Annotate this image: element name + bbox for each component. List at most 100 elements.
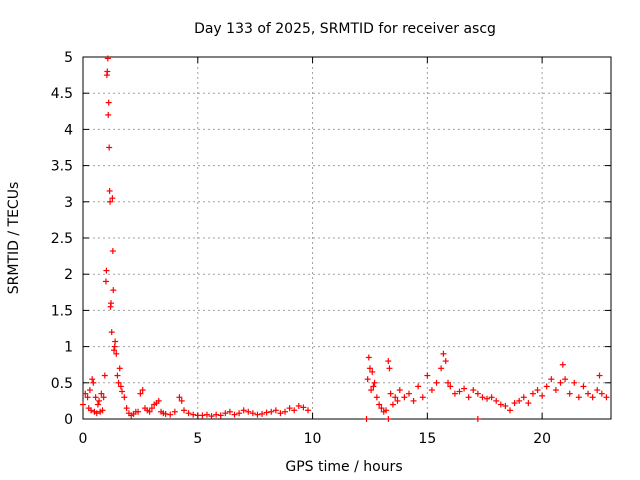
y-tick-label: 1 (64, 340, 73, 356)
data-point (364, 376, 371, 383)
y-tick-label: 3.5 (51, 159, 73, 175)
data-point (162, 410, 169, 417)
data-point (603, 394, 610, 401)
data-point (389, 401, 396, 408)
data-point (135, 408, 142, 415)
data-point (222, 410, 229, 417)
data-point (585, 390, 592, 397)
data-point (552, 387, 559, 394)
data-point (415, 383, 422, 390)
data-point (373, 394, 380, 401)
y-tick-label: 3 (64, 195, 73, 211)
data-point (213, 411, 220, 418)
data-point (428, 387, 435, 394)
data-point (484, 395, 491, 402)
data-point (236, 410, 243, 417)
chart-title: Day 133 of 2025, SRMTID for receiver asc… (194, 21, 496, 37)
data-point (113, 350, 120, 357)
data-point (295, 402, 302, 409)
data-points (80, 55, 610, 422)
data-point (286, 405, 293, 412)
x-tick-label: 15 (418, 431, 436, 447)
data-point (385, 416, 392, 422)
grid-lines (83, 57, 611, 419)
data-point (557, 379, 564, 386)
y-tick-label: 4.5 (51, 86, 73, 102)
data-point (392, 394, 399, 401)
data-point (268, 408, 275, 415)
data-point (119, 388, 126, 395)
data-point (92, 394, 99, 401)
data-point (93, 410, 100, 417)
data-point (363, 416, 370, 422)
data-point (102, 278, 109, 285)
data-point (111, 343, 118, 350)
data-point (104, 68, 111, 75)
data-point (80, 401, 86, 408)
data-point (543, 383, 550, 390)
data-point (369, 368, 376, 375)
data-point (378, 405, 385, 412)
data-point (105, 111, 112, 118)
data-point (106, 144, 113, 151)
data-point (98, 390, 105, 397)
data-point (548, 376, 555, 383)
data-point (493, 397, 500, 404)
data-point (424, 372, 431, 379)
data-point (474, 416, 481, 422)
data-point (370, 383, 377, 390)
data-point (525, 400, 532, 407)
data-point (365, 354, 372, 361)
data-point (99, 407, 106, 414)
data-point (394, 397, 401, 404)
data-point (571, 379, 578, 386)
data-point (559, 361, 566, 368)
data-point (433, 379, 440, 386)
data-point (594, 387, 601, 394)
data-point (419, 394, 426, 401)
data-point (176, 394, 183, 401)
data-point (383, 407, 390, 414)
data-point (506, 407, 513, 414)
data-point (461, 385, 468, 392)
data-point (263, 409, 270, 416)
data-point (106, 187, 113, 194)
data-point (101, 372, 108, 379)
y-tick-label: 4 (64, 122, 73, 138)
y-tick-label: 1.5 (51, 303, 73, 319)
data-point (396, 387, 403, 394)
data-point (123, 405, 130, 412)
data-point (108, 300, 115, 307)
data-point (88, 407, 95, 414)
data-point (116, 365, 123, 372)
data-point (217, 412, 224, 419)
data-point (516, 397, 523, 404)
data-point (226, 408, 233, 415)
data-point (112, 338, 119, 345)
data-point (110, 347, 117, 354)
x-tick-label: 5 (193, 431, 202, 447)
data-point (366, 365, 373, 372)
data-point (440, 350, 447, 357)
data-point (139, 387, 146, 394)
data-point (385, 358, 392, 365)
x-tick-label: 20 (533, 431, 551, 447)
data-point (447, 383, 454, 390)
data-point (575, 394, 582, 401)
data-point (300, 404, 307, 411)
data-point (203, 411, 210, 418)
data-point (539, 392, 546, 399)
data-point (115, 379, 122, 386)
data-point (86, 387, 93, 394)
data-point (511, 400, 518, 407)
y-tick-label: 5 (64, 50, 73, 66)
data-point (474, 390, 481, 397)
data-point (488, 394, 495, 401)
plot-frame (82, 56, 612, 420)
data-point (596, 372, 603, 379)
data-point (148, 405, 155, 412)
x-axis-label: GPS time / hours (285, 459, 402, 475)
data-point (254, 411, 261, 418)
data-point (240, 407, 247, 414)
